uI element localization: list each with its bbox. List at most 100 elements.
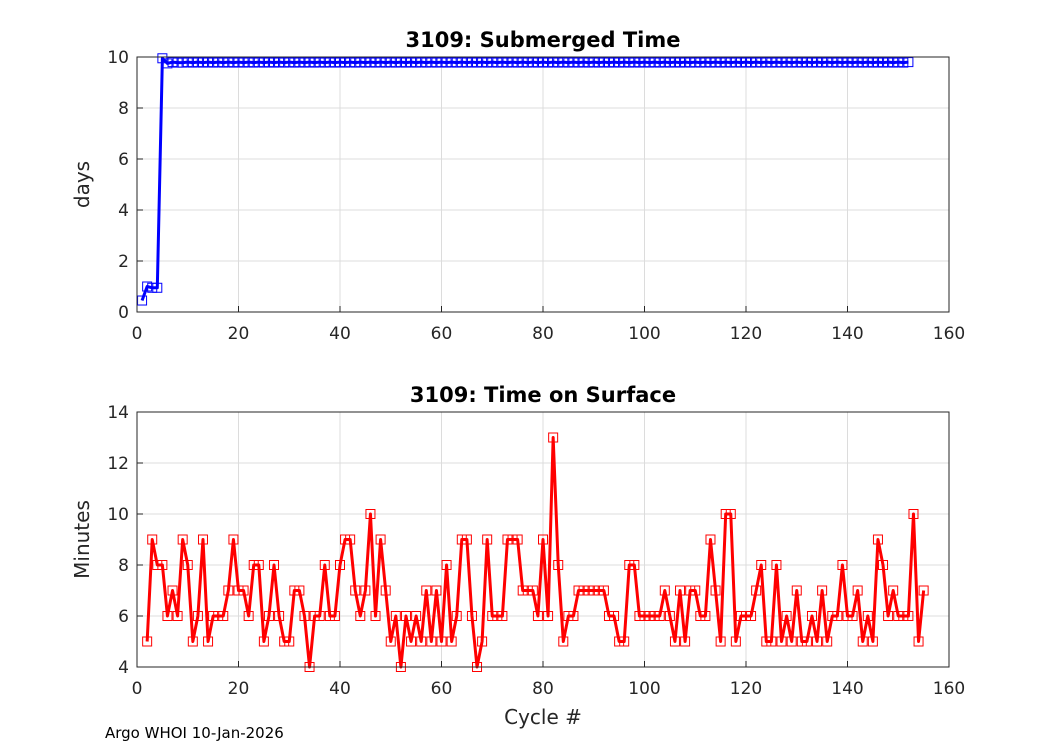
submerged-data-point (309, 57, 320, 68)
submerged-data-point (375, 57, 386, 68)
submerged-data-point (680, 57, 691, 68)
submerged-data-point (416, 57, 427, 68)
submerged-data-point (395, 57, 406, 68)
submerged-data-point (319, 57, 330, 68)
submerged-data-point (654, 57, 665, 68)
submerged-data-point (527, 57, 538, 68)
surface-data-point (695, 611, 706, 621)
submerged-data-point (487, 57, 498, 68)
submerged-x-tick-label: 60 (431, 324, 453, 344)
submerged-data-point (406, 57, 417, 68)
submerged-data-point (796, 57, 807, 68)
surface-data-point (208, 611, 219, 621)
surface-data-point (801, 636, 812, 647)
submerged-data-point (365, 57, 376, 68)
submerged-data-point (299, 57, 310, 68)
submerged-data-point (735, 57, 746, 68)
surface-data-point (355, 611, 366, 621)
submerged-data-point (624, 57, 635, 68)
submerged-data-point (213, 57, 224, 68)
submerged-data-point (553, 57, 564, 68)
submerged-data-point (203, 57, 214, 68)
submerged-data-point (538, 57, 548, 68)
submerged-y-tick-label: 10 (107, 48, 129, 68)
submerged-data-point (497, 57, 508, 68)
surface-data-point (380, 585, 391, 596)
surface-data-point (446, 636, 457, 647)
surface-data-point (213, 611, 224, 621)
surface-data-point (390, 611, 401, 621)
submerged-data-point (867, 57, 878, 68)
submerged-data-point (350, 57, 361, 68)
surface-data-point (233, 585, 244, 596)
surface-data-point (786, 636, 797, 647)
surface-data-point (274, 611, 285, 621)
submerged-data-point (639, 57, 650, 68)
surface-data-point (299, 611, 310, 621)
surface-data-point (847, 611, 858, 621)
surface-data-point (588, 585, 599, 596)
submerged-data-point (806, 57, 817, 68)
surface-data-point (796, 636, 807, 647)
submerged-data-point (578, 57, 589, 68)
submerged-data-point (761, 57, 772, 68)
submerged-data-point (314, 57, 325, 68)
surface-data-point (477, 636, 488, 647)
submerged-data-point (725, 57, 736, 68)
surface-data-point (350, 585, 361, 596)
surface-data-point (451, 611, 462, 621)
surface-y-tick-label: 10 (107, 505, 129, 525)
surface-y-tick-label: 12 (107, 454, 129, 474)
submerged-data-point (878, 57, 889, 68)
submerged-data-point (208, 57, 219, 68)
surface-data-point (751, 585, 762, 596)
surface-data-point (573, 585, 584, 596)
surface-data-point (248, 560, 259, 570)
surface-data-point (878, 560, 889, 570)
submerged-data-point (248, 57, 259, 68)
submerged-data-point (263, 57, 274, 68)
surface-data-point (680, 636, 691, 647)
submerged-data-point (441, 57, 452, 68)
submerged-data-point (294, 57, 305, 68)
submerged-data-point (634, 57, 645, 68)
submerged-data-point (598, 57, 609, 68)
submerged-data-point (827, 57, 838, 68)
submerged-data-point (548, 57, 559, 68)
surface-data-point (903, 611, 914, 621)
submerged-x-tick-label: 0 (132, 324, 143, 344)
surface-data-point (258, 636, 269, 647)
surface-data-point (263, 611, 274, 621)
surface-data-point (157, 560, 168, 570)
surface-data-point (664, 611, 675, 621)
submerged-data-point (446, 57, 457, 68)
surface-data-point (375, 534, 386, 545)
submerged-data-point (791, 57, 802, 68)
submerged-data-point (588, 57, 599, 68)
submerged-data-point (629, 57, 640, 68)
surface-data-point (827, 611, 838, 621)
surface-data-point (340, 534, 351, 545)
surface-data-point (614, 636, 625, 647)
submerged-data-point (730, 57, 741, 68)
submerged-data-point (304, 57, 315, 68)
surface-x-tick-label: 40 (329, 679, 351, 699)
surface-data-point (583, 585, 594, 596)
submerged-data-point (492, 57, 503, 68)
submerged-data-point (842, 57, 853, 68)
submerged-data-point (563, 57, 574, 68)
submerged-data-point (771, 57, 782, 68)
surface-data-point (883, 611, 894, 621)
surface-data-point (294, 585, 305, 596)
surface-data-point (527, 585, 538, 596)
surface-data-point (715, 636, 726, 647)
surface-data-point (842, 611, 853, 621)
submerged-data-point (801, 57, 812, 68)
surface-series (142, 432, 929, 672)
submerged-data-point (335, 57, 345, 68)
surface-data-point (598, 585, 609, 596)
submerged-data-point (893, 57, 904, 68)
submerged-y-tick-label: 8 (118, 99, 129, 119)
surface-x-tick-label: 120 (730, 679, 762, 699)
surface-data-point (730, 636, 741, 647)
